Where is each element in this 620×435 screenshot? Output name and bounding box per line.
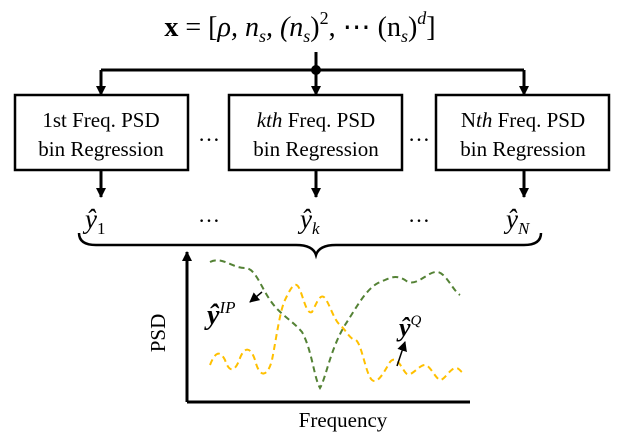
output-arrows xyxy=(96,170,529,198)
output-yk: ŷk xyxy=(297,204,320,238)
junction-dot xyxy=(311,65,321,75)
output-yN: ŷN xyxy=(503,204,531,238)
regression-box-1: 1st Freq. PSD bin Regression xyxy=(13,93,190,172)
curly-brace xyxy=(77,232,543,260)
regression-box-n-line1: Nth Freq. PSD xyxy=(461,108,585,132)
regression-box-n-line2: bin Regression xyxy=(460,137,586,161)
input-vector-formula: x = [ρ, ns, (ns)2, ⋯ (ns)d] xyxy=(164,8,435,46)
regression-box-k-line1: kth Freq. PSD xyxy=(257,108,375,132)
output-y1: ŷ1 xyxy=(82,204,105,238)
ellipsis-outputs-right: … xyxy=(408,202,430,227)
annotation-arrow-q xyxy=(396,341,407,367)
formula-bold-x: x xyxy=(164,12,178,43)
regression-box-1-line1: 1st Freq. PSD xyxy=(42,108,159,132)
regression-box-n: Nth Freq. PSD bin Regression xyxy=(434,93,611,172)
psd-curve-ip xyxy=(209,259,461,390)
psd-curve-q xyxy=(209,283,466,382)
regression-box-k-line2: bin Regression xyxy=(253,137,379,161)
plot-axes xyxy=(182,251,470,404)
ellipsis-outputs-left: … xyxy=(198,202,220,227)
plot-xlabel: Frequency xyxy=(299,408,388,432)
ellipsis-boxes-left: … xyxy=(198,121,220,146)
label-y-ip: ŷIP xyxy=(204,298,235,331)
plot-ylabel: PSD xyxy=(146,314,170,353)
regression-box-1-line2: bin Regression xyxy=(38,137,164,161)
annotation-arrow-ip xyxy=(249,291,263,303)
label-y-q: ŷQ xyxy=(396,313,422,342)
regression-box-k: kth Freq. PSD bin Regression xyxy=(227,93,404,172)
ellipsis-boxes-right: … xyxy=(408,121,430,146)
